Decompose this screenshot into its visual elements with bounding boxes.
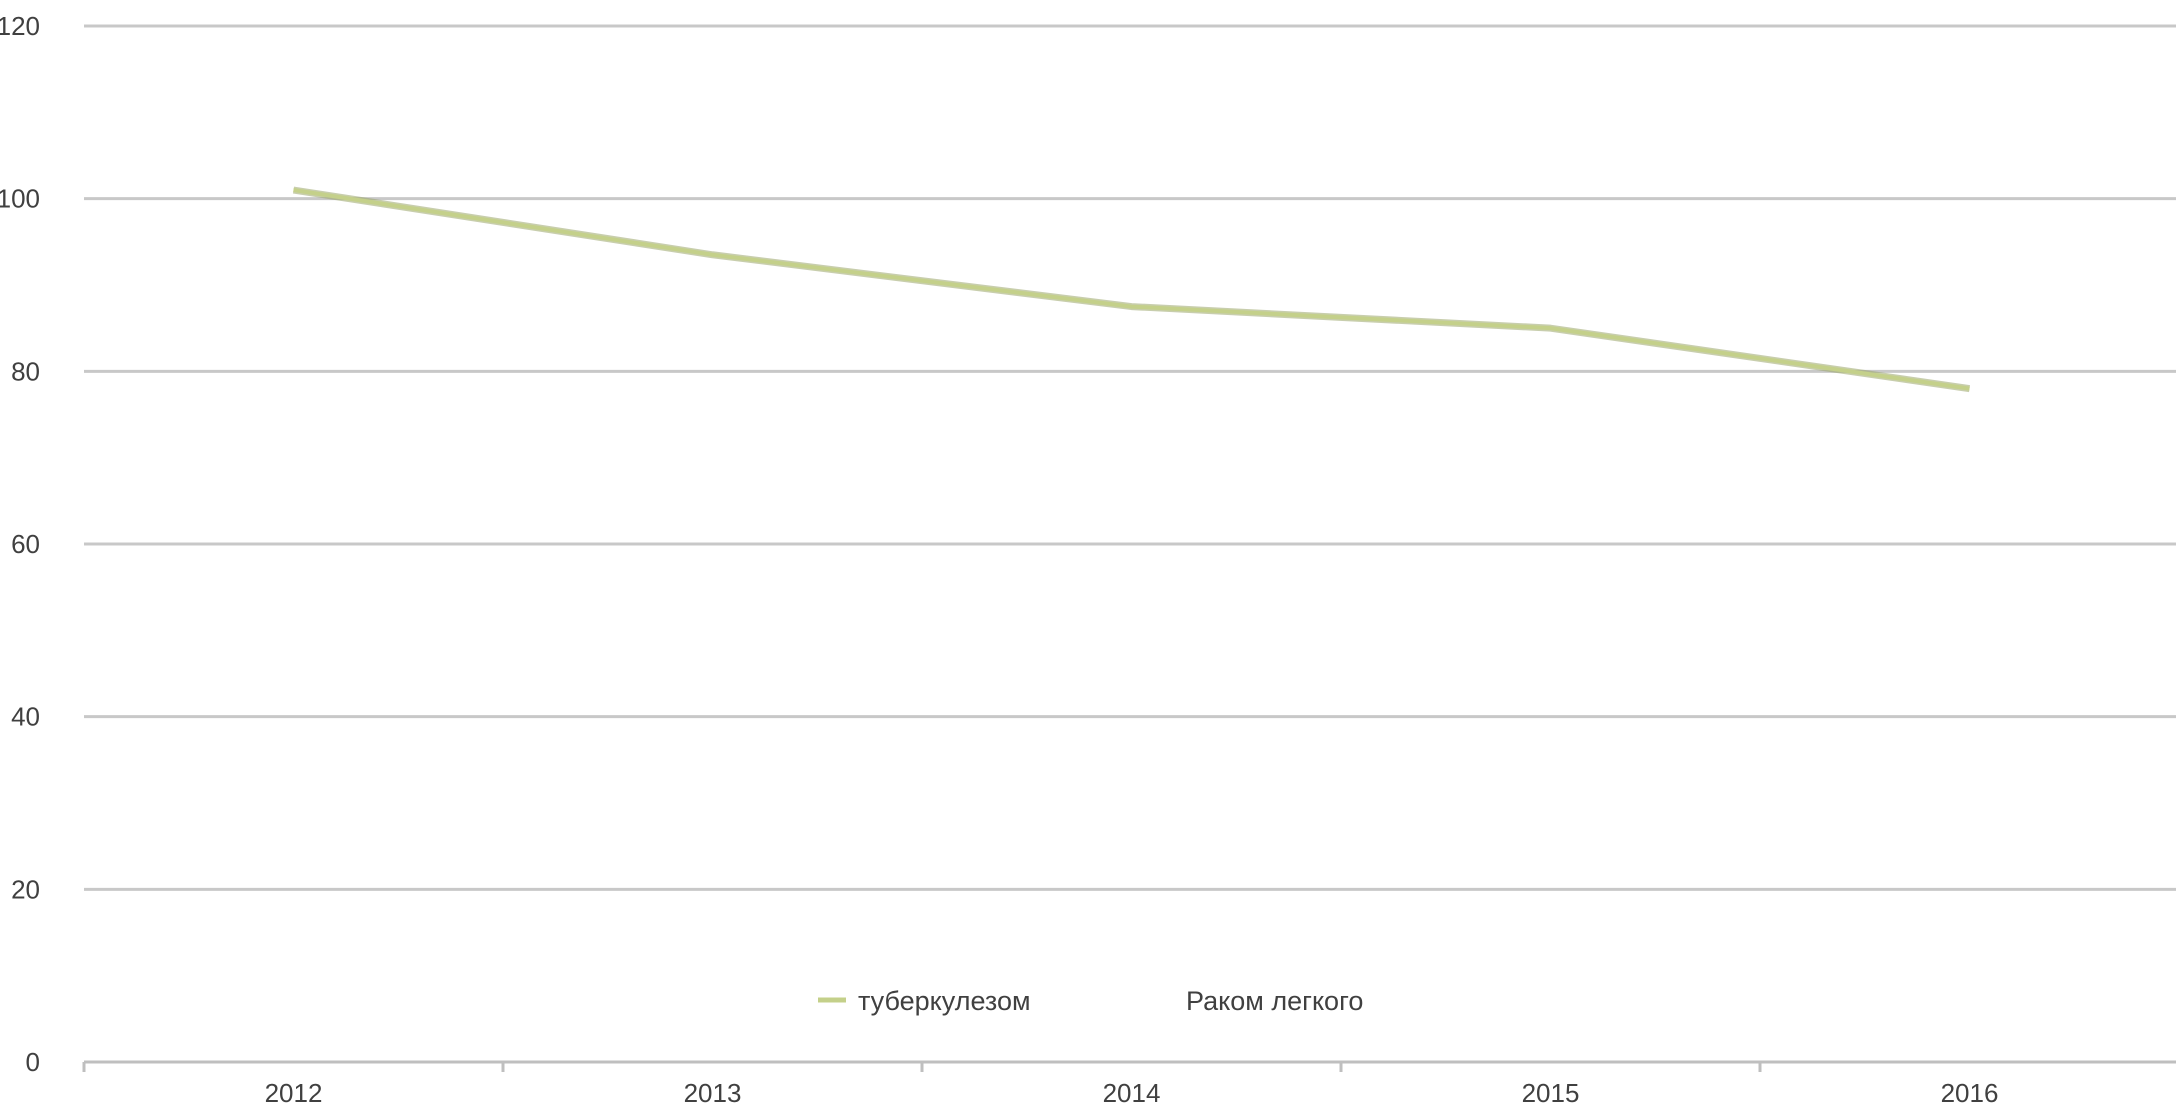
y-tick-label-0: 0 <box>26 1047 40 1077</box>
x-axis <box>82 1060 2176 1072</box>
series-lines <box>292 186 1970 393</box>
y-tick-label-100: 100 <box>0 184 40 214</box>
y-tick-label-80: 80 <box>11 356 40 386</box>
x-tick-label-2012: 2012 <box>265 1078 323 1108</box>
x-tick-label-2013: 2013 <box>684 1078 742 1108</box>
gridlines <box>84 24 2176 891</box>
series-line-shadow-0 <box>292 186 1970 393</box>
y-axis-labels: 0 20 40 60 80 100 120 <box>0 11 40 1077</box>
series-line-0 <box>293 188 1970 391</box>
y-tick-label-60: 60 <box>11 529 40 559</box>
legend: туберкулезом Раком легкого <box>818 986 1363 1016</box>
x-tick-label-2016: 2016 <box>1941 1078 1999 1108</box>
y-tick-label-20: 20 <box>11 874 40 904</box>
x-axis-labels: 2012 2013 2014 2015 2016 <box>265 1078 1999 1108</box>
y-tick-label-40: 40 <box>11 702 40 732</box>
legend-label-tuberculosis: туберкулезом <box>858 986 1031 1016</box>
legend-label-lung-cancer: Раком легкого <box>1186 986 1363 1016</box>
y-tick-label-120: 120 <box>0 11 40 41</box>
x-tick-label-2014: 2014 <box>1103 1078 1161 1108</box>
x-tick-label-2015: 2015 <box>1522 1078 1580 1108</box>
